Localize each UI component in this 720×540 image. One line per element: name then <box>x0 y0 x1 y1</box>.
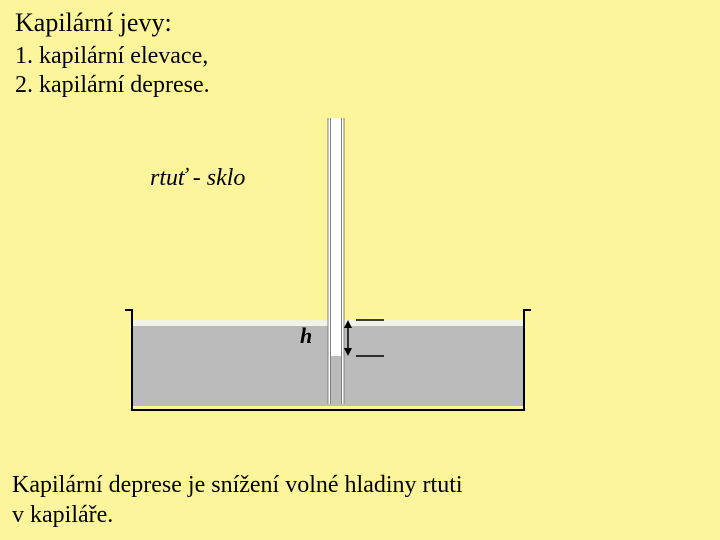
desc-line1: Kapilární deprese je snížení volné hladi… <box>12 472 463 498</box>
list-item-1: 1. kapilární elevace, <box>15 43 208 70</box>
description: Kapilární deprese je snížení volné hladi… <box>12 470 702 530</box>
h-symbol-glyph: h <box>300 323 312 348</box>
h-symbol: h <box>300 323 312 349</box>
list-item-2: 2. kapilární deprese. <box>15 72 210 99</box>
title: Kapilární jevy: <box>15 8 172 38</box>
pair-label: rtuť - sklo <box>150 165 245 192</box>
slide-root: Kapilární jevy: 1. kapilární elevace, 2.… <box>0 0 720 540</box>
desc-line2: v kapiláře. <box>12 502 113 528</box>
